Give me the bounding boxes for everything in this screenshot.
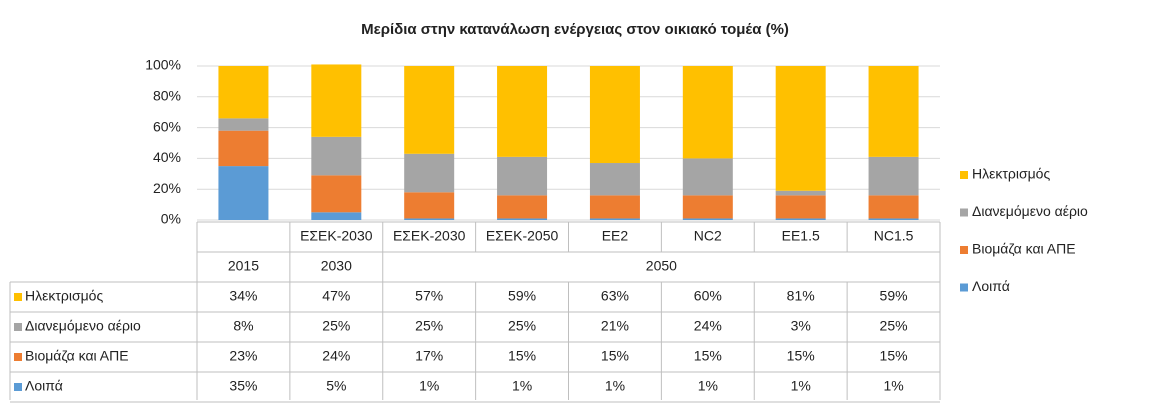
value-label: 47%: [322, 288, 350, 304]
value-label: 24%: [322, 348, 350, 364]
y-tick-label: 0%: [161, 211, 181, 227]
value-label: 25%: [508, 318, 536, 334]
category-label: ΕΣΕΚ-2030: [300, 228, 373, 244]
value-label: 15%: [601, 348, 629, 364]
group-label: 2015: [228, 258, 259, 274]
bar-segment: [775, 195, 826, 219]
legend-swatch: [960, 246, 968, 254]
bar-segment: [589, 218, 640, 220]
legend-swatch: [960, 171, 968, 179]
group-label: 2050: [646, 258, 677, 274]
value-label: 25%: [880, 318, 908, 334]
row-label: Ηλεκτρισμός: [25, 288, 103, 304]
bar-segment: [589, 66, 640, 164]
bar-segment: [868, 66, 919, 157]
bar-segment: [218, 166, 269, 220]
bar-segment: [311, 212, 362, 220]
legend-swatch: [960, 283, 968, 292]
value-label: 8%: [233, 318, 253, 334]
value-label: 1%: [419, 378, 439, 394]
legend-swatch: [960, 208, 968, 217]
bar-segment: [404, 153, 455, 193]
category-label: ΕΕ2: [602, 228, 629, 244]
table-legend-swatch: [14, 293, 22, 301]
value-label: 35%: [229, 378, 257, 394]
row-label: Διανεμόμενο αέριο: [25, 318, 141, 334]
bar-segment: [218, 66, 269, 119]
value-label: 1%: [605, 378, 625, 394]
bar-segment: [775, 66, 826, 191]
legend-label: Λοιπά: [972, 278, 1010, 294]
value-label: 59%: [880, 288, 908, 304]
bar-segment: [775, 218, 826, 220]
row-label: Βιομάζα και ΑΠΕ: [25, 348, 129, 364]
bar-segment: [497, 195, 548, 219]
legend-label: Βιομάζα και ΑΠΕ: [972, 241, 1076, 257]
y-tick-label: 20%: [153, 180, 181, 196]
bar-segment: [311, 136, 362, 176]
category-label: NC1.5: [874, 228, 914, 244]
table-legend-swatch: [14, 383, 22, 391]
bar-segment: [682, 158, 733, 196]
value-label: 15%: [694, 348, 722, 364]
value-label: 24%: [694, 318, 722, 334]
y-tick-label: 40%: [153, 149, 181, 165]
bar-segment: [868, 156, 919, 196]
value-label: 63%: [601, 288, 629, 304]
category-label: ΕΣΕΚ-2050: [486, 228, 559, 244]
bar-segment: [497, 218, 548, 220]
bar-segment: [775, 190, 826, 196]
y-tick-label: 80%: [153, 88, 181, 104]
bar-segment: [404, 218, 455, 220]
bar-segment: [589, 195, 640, 219]
value-label: 81%: [787, 288, 815, 304]
value-label: 3%: [791, 318, 811, 334]
category-label: NC2: [694, 228, 722, 244]
value-label: 21%: [601, 318, 629, 334]
category-label: ΕΣΕΚ-2030: [393, 228, 466, 244]
bar-segment: [682, 218, 733, 220]
value-label: 1%: [698, 378, 718, 394]
value-label: 25%: [415, 318, 443, 334]
legend-label: Διανεμόμενο αέριο: [972, 203, 1088, 219]
value-label: 15%: [880, 348, 908, 364]
bar-segment: [682, 195, 733, 219]
table-legend-swatch: [14, 353, 22, 361]
bar-segment: [868, 195, 919, 219]
value-label: 60%: [694, 288, 722, 304]
bar-segment: [311, 175, 362, 213]
value-label: 5%: [326, 378, 346, 394]
bar-segment: [497, 156, 548, 196]
category-label: ΕΕ1.5: [782, 228, 820, 244]
bar-segment: [868, 218, 919, 220]
bar-segment: [404, 66, 455, 154]
value-label: 15%: [508, 348, 536, 364]
table-legend-swatch: [14, 323, 22, 331]
value-label: 25%: [322, 318, 350, 334]
y-tick-label: 100%: [145, 57, 181, 73]
bar-segment: [497, 66, 548, 157]
row-label: Λοιπά: [25, 378, 63, 394]
chart-title: Μερίδια στην κατανάλωση ενέργειας στον ο…: [361, 21, 789, 38]
legend-label: Ηλεκτρισμός: [972, 166, 1050, 182]
y-tick-label: 60%: [153, 118, 181, 134]
value-label: 15%: [787, 348, 815, 364]
value-label: 34%: [229, 288, 257, 304]
bar-segment: [682, 66, 733, 159]
value-label: 1%: [791, 378, 811, 394]
bar-segment: [404, 192, 455, 219]
value-label: 1%: [883, 378, 903, 394]
value-label: 1%: [512, 378, 532, 394]
group-label: 2030: [321, 258, 352, 274]
value-label: 57%: [415, 288, 443, 304]
value-label: 23%: [229, 348, 257, 364]
bar-segment: [218, 118, 269, 131]
bar-segment: [311, 64, 362, 137]
bar-segment: [218, 130, 269, 167]
value-label: 17%: [415, 348, 443, 364]
value-label: 59%: [508, 288, 536, 304]
bar-segment: [589, 163, 640, 196]
